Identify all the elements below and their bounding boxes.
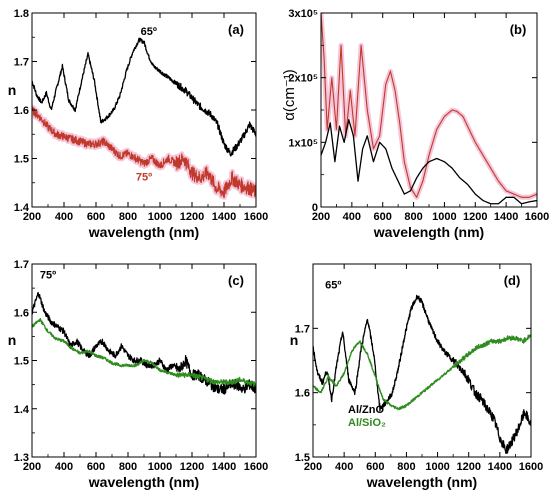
y-tick-label: 1.6 (14, 105, 29, 117)
panel-b: 200 400 600 800 1000 1200 1400 1600 0 1x10⁵ 2x10⁵ 3… (281, 8, 549, 240)
x-tick-label: 1600 (244, 211, 268, 223)
y-tick-label: 1.7 (295, 323, 310, 335)
x-tick-label: 800 (404, 211, 422, 223)
angle-annotation: 65º (325, 279, 341, 291)
x-tick-label: 1000 (148, 461, 172, 473)
x-tick-label: 1200 (180, 211, 204, 223)
x-tick-label: 200 (23, 461, 41, 473)
x-axis-label: wavelength (nm) (88, 224, 199, 240)
x-tick-label: 600 (87, 461, 105, 473)
y-axis-label: n (8, 332, 17, 348)
x-tick-label: 1000 (425, 461, 449, 473)
y-tick-label: 1x10⁵ (288, 137, 318, 149)
y-axis-label: α(cm⁻¹) (281, 69, 298, 121)
y-tick-label: 1.6 (295, 388, 310, 400)
y-tick-label: 1.5 (14, 154, 29, 166)
y-axis-label: n (290, 332, 299, 348)
x-tick-label: 600 (87, 211, 105, 223)
x-tick-label: 400 (335, 461, 353, 473)
x-tick-label: 600 (366, 461, 384, 473)
x-axis-label: wavelength (nm) (366, 474, 477, 490)
legend-entry: Al/ZnO (348, 404, 384, 416)
angle-annotation: 65º (141, 26, 157, 38)
x-tick-label: 800 (119, 211, 137, 223)
y-tick-label: 1.5 (295, 452, 310, 464)
x-tick-label: 1200 (463, 211, 487, 223)
x-tick-label: 800 (119, 461, 137, 473)
x-tick-label: 1200 (180, 461, 204, 473)
y-tick-label: 0 (312, 202, 318, 214)
y-tick-label: 3x10⁵ (288, 8, 318, 20)
x-tick-label: 1600 (244, 461, 268, 473)
y-tick-label: 1.6 (14, 307, 29, 319)
x-tick-label: 400 (343, 211, 361, 223)
series-black-line (32, 37, 256, 157)
x-axis-label: wavelength (nm) (373, 224, 484, 240)
y-tick-label: 1.7 (14, 57, 29, 69)
x-tick-label: 200 (312, 211, 330, 223)
panel-d: 200 400 600 800 1000 1200 1400 1600 1.5 1.6 1.7 wav… (290, 263, 543, 490)
series-black-line (313, 294, 531, 454)
y-tick-label: 1.3 (14, 452, 29, 464)
panel-a: 200 400 600 800 1000 1200 1400 1600 1.4 1.5 1.6 1.7… (8, 8, 269, 240)
x-tick-label: 1000 (148, 211, 172, 223)
series-black-line (32, 291, 256, 395)
x-tick-label: 200 (23, 211, 41, 223)
panel-label: (b) (510, 22, 527, 37)
y-tick-label: 1.4 (14, 202, 30, 214)
y-axis-label: n (8, 82, 17, 98)
series-green-line (313, 333, 531, 411)
series-red-glow (321, 13, 537, 200)
x-tick-label: 1600 (519, 461, 543, 473)
x-tick-label: 1200 (456, 461, 480, 473)
series-green-line (32, 318, 256, 388)
y-tick-label: 1.5 (14, 356, 29, 368)
y-tick-label: 1.7 (14, 259, 29, 271)
x-tick-label: 1400 (488, 461, 512, 473)
panel-c: 200 400 600 800 1000 1200 1400 1600 1.3 1.4 1.5 1.6… (8, 259, 269, 490)
panel-label: (c) (228, 273, 244, 288)
series-red-glow (32, 104, 256, 200)
x-axis-label: wavelength (nm) (88, 474, 199, 490)
series-red-line (321, 13, 537, 198)
y-tick-label: 1.4 (14, 404, 30, 416)
x-tick-label: 800 (397, 461, 415, 473)
angle-annotation: 75º (136, 171, 152, 183)
x-tick-label: 400 (55, 211, 73, 223)
series-red-line (32, 106, 256, 198)
angle-annotation: 75º (40, 269, 56, 281)
legend-entry: Al/SiO₂ (348, 417, 386, 429)
x-tick-label: 200 (304, 461, 322, 473)
x-tick-label: 400 (55, 461, 73, 473)
series-black-line (321, 119, 537, 205)
x-tick-label: 1600 (525, 211, 549, 223)
x-tick-label: 1000 (432, 211, 456, 223)
x-tick-label: 1400 (494, 211, 518, 223)
x-tick-label: 1400 (212, 461, 236, 473)
x-tick-label: 600 (374, 211, 392, 223)
panel-label: (a) (228, 22, 244, 37)
panel-label: (d) (504, 273, 521, 288)
x-tick-label: 1400 (212, 211, 236, 223)
y-tick-label: 1.8 (14, 8, 29, 20)
y-tick-label: 2x10⁵ (288, 73, 318, 85)
